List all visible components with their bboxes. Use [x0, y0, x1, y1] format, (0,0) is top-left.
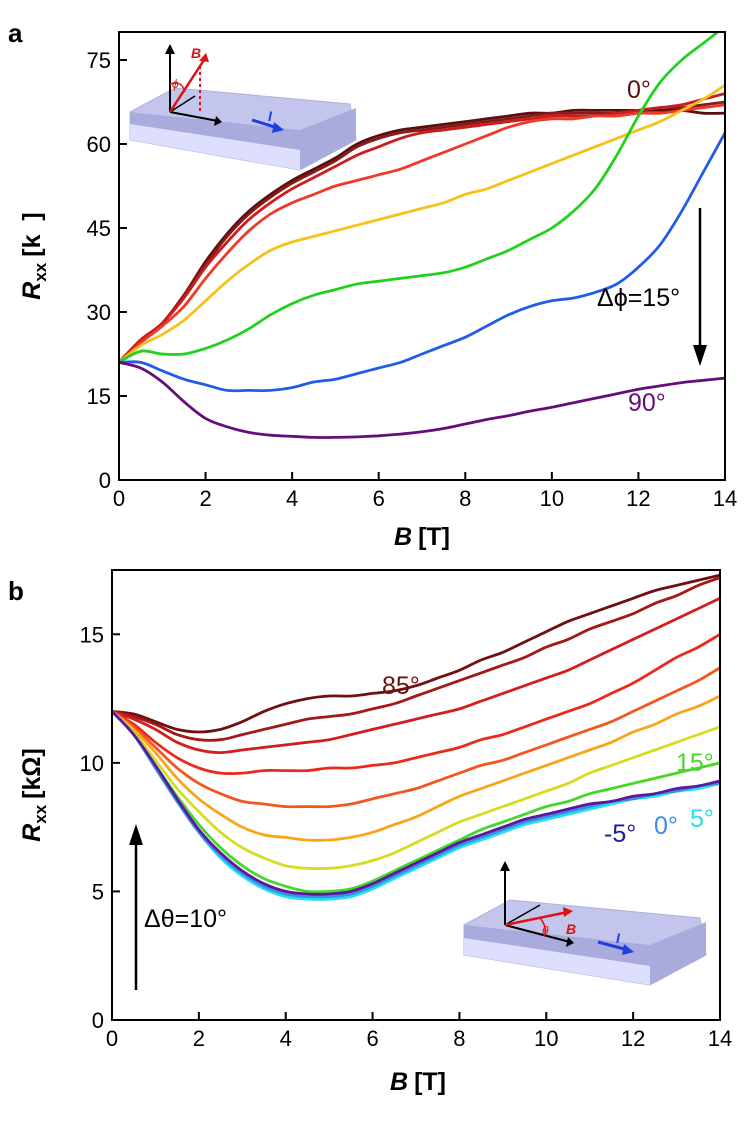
panel-b-y-axis-label: Rxx[kΩ]	[18, 748, 50, 842]
panel-a-y-tick-label: 30	[87, 300, 111, 325]
panel-b-x-tick-label: 6	[366, 1026, 378, 1051]
panel-b-y-ticks: 0 5 10 15	[80, 622, 120, 1033]
panel-a-down-arrow	[693, 208, 707, 366]
panel-b-y-tick-label: 15	[80, 622, 104, 647]
panel-b-x-tick-label: 2	[193, 1026, 205, 1051]
panel-a-series-line	[119, 361, 725, 439]
panel-b-series-line	[112, 694, 720, 842]
panel-a-plot-frame	[118, 31, 726, 481]
panel-b-x-ticks: 0 2 4 6 8 10 12 14	[106, 1012, 732, 1051]
panel-b-series-line	[112, 576, 720, 742]
panel-b-x-tick-label: 14	[708, 1026, 732, 1051]
panel-a-series-line	[119, 32, 721, 364]
inset-a-field-label: B	[191, 45, 201, 61]
panel-a-y-tick-label: 15	[87, 384, 111, 409]
panel-a-x-tick-label: 0	[113, 486, 125, 511]
panel-a-series-line	[119, 103, 725, 364]
panel-b-series-line	[112, 710, 720, 870]
panel-a-label: a	[8, 18, 23, 48]
panel-b-series	[112, 573, 720, 901]
panel-b-label-15deg: 15°	[676, 749, 714, 777]
panel-a-series	[119, 32, 725, 439]
panel-a: a 0 2 4 6 8 10 12 14 0 15 30 45 60 75 B [T] Rxx[k ] 0…	[8, 18, 737, 551]
panel-b-label-5deg: 5°	[690, 805, 714, 833]
panel-b-series-line	[112, 710, 720, 894]
panel-a-x-tick-label: 2	[199, 486, 211, 511]
panel-b-series-line	[112, 633, 720, 776]
panel-a-step-label: Δϕ=15°	[597, 284, 680, 312]
panel-b-inset-schematic: B θ I	[463, 861, 707, 986]
panel-a-series-line	[119, 92, 725, 364]
panel-b-label-neg5deg: -5°	[604, 820, 636, 848]
inset-a-field-vector	[168, 59, 206, 113]
panel-a-y-ticks: 0 15 30 45 60 75	[87, 48, 127, 493]
panel-b-y-tick-label: 10	[80, 751, 104, 776]
panel-a-series-line	[119, 132, 725, 393]
panel-b-series-line	[112, 573, 720, 734]
panel-b: b 0 2 4 6 8 10 12 14 0 5 10 15 B [T] Rxx[kΩ] 85° 15…	[8, 569, 732, 1096]
panel-a-series-line	[119, 84, 725, 364]
panel-b-y-tick-label: 5	[92, 879, 104, 904]
panel-b-x-tick-label: 4	[280, 1026, 292, 1051]
panel-b-x-tick-label: 12	[621, 1026, 645, 1051]
panel-a-x-tick-label: 8	[459, 486, 471, 511]
panel-b-x-tick-label: 8	[453, 1026, 465, 1051]
inset-b-current-label: I	[616, 930, 621, 946]
panel-a-y-tick-label: 60	[87, 132, 111, 157]
panel-a-x-tick-label: 6	[373, 486, 385, 511]
panel-b-x-axis-label: B [T]	[390, 1068, 446, 1096]
panel-b-series-line	[112, 710, 720, 896]
panel-a-x-axis-label: B [T]	[394, 523, 450, 551]
panel-b-up-arrow	[129, 824, 143, 990]
panel-a-y-tick-label: 0	[99, 468, 111, 493]
inset-b-field-label: B	[566, 921, 576, 937]
panel-b-y-tick-label: 0	[92, 1008, 104, 1033]
inset-b-field-vector	[504, 910, 569, 927]
inset-b-angle-label: θ	[542, 924, 549, 938]
panel-a-y-tick-label: 45	[87, 216, 111, 241]
panel-b-plot-frame	[111, 569, 721, 1021]
panel-b-x-tick-label: 0	[106, 1026, 118, 1051]
panel-a-x-tick-label: 10	[540, 486, 564, 511]
panel-a-label-0deg: 0°	[627, 76, 651, 104]
panel-b-label: b	[8, 576, 24, 606]
panel-b-x-tick-label: 10	[534, 1026, 558, 1051]
panel-b-series-line	[112, 666, 720, 809]
panel-a-x-tick-label: 4	[286, 486, 298, 511]
panel-a-label-90deg: 90°	[628, 389, 666, 417]
panel-b-step-label: Δθ=10°	[144, 905, 227, 933]
inset-a-angle-label: ϕ	[172, 77, 179, 91]
panel-a-y-tick-label: 75	[87, 48, 111, 73]
panel-a-x-tick-label: 12	[626, 486, 650, 511]
panel-b-label-0deg: 0°	[654, 812, 678, 840]
panel-a-inset-schematic: B ϕ I	[129, 44, 357, 171]
inset-a-current-label: I	[268, 108, 273, 124]
panel-a-series-line	[119, 108, 725, 364]
panel-a-x-tick-label: 14	[713, 486, 737, 511]
inset-b-current-arrow	[597, 940, 629, 952]
panel-a-y-axis-label: Rxx[k ]	[18, 212, 50, 299]
panel-b-series-line	[112, 597, 720, 754]
panel-a-x-ticks: 0 2 4 6 8 10 12 14	[113, 472, 737, 511]
panel-b-label-85deg: 85°	[382, 672, 420, 700]
